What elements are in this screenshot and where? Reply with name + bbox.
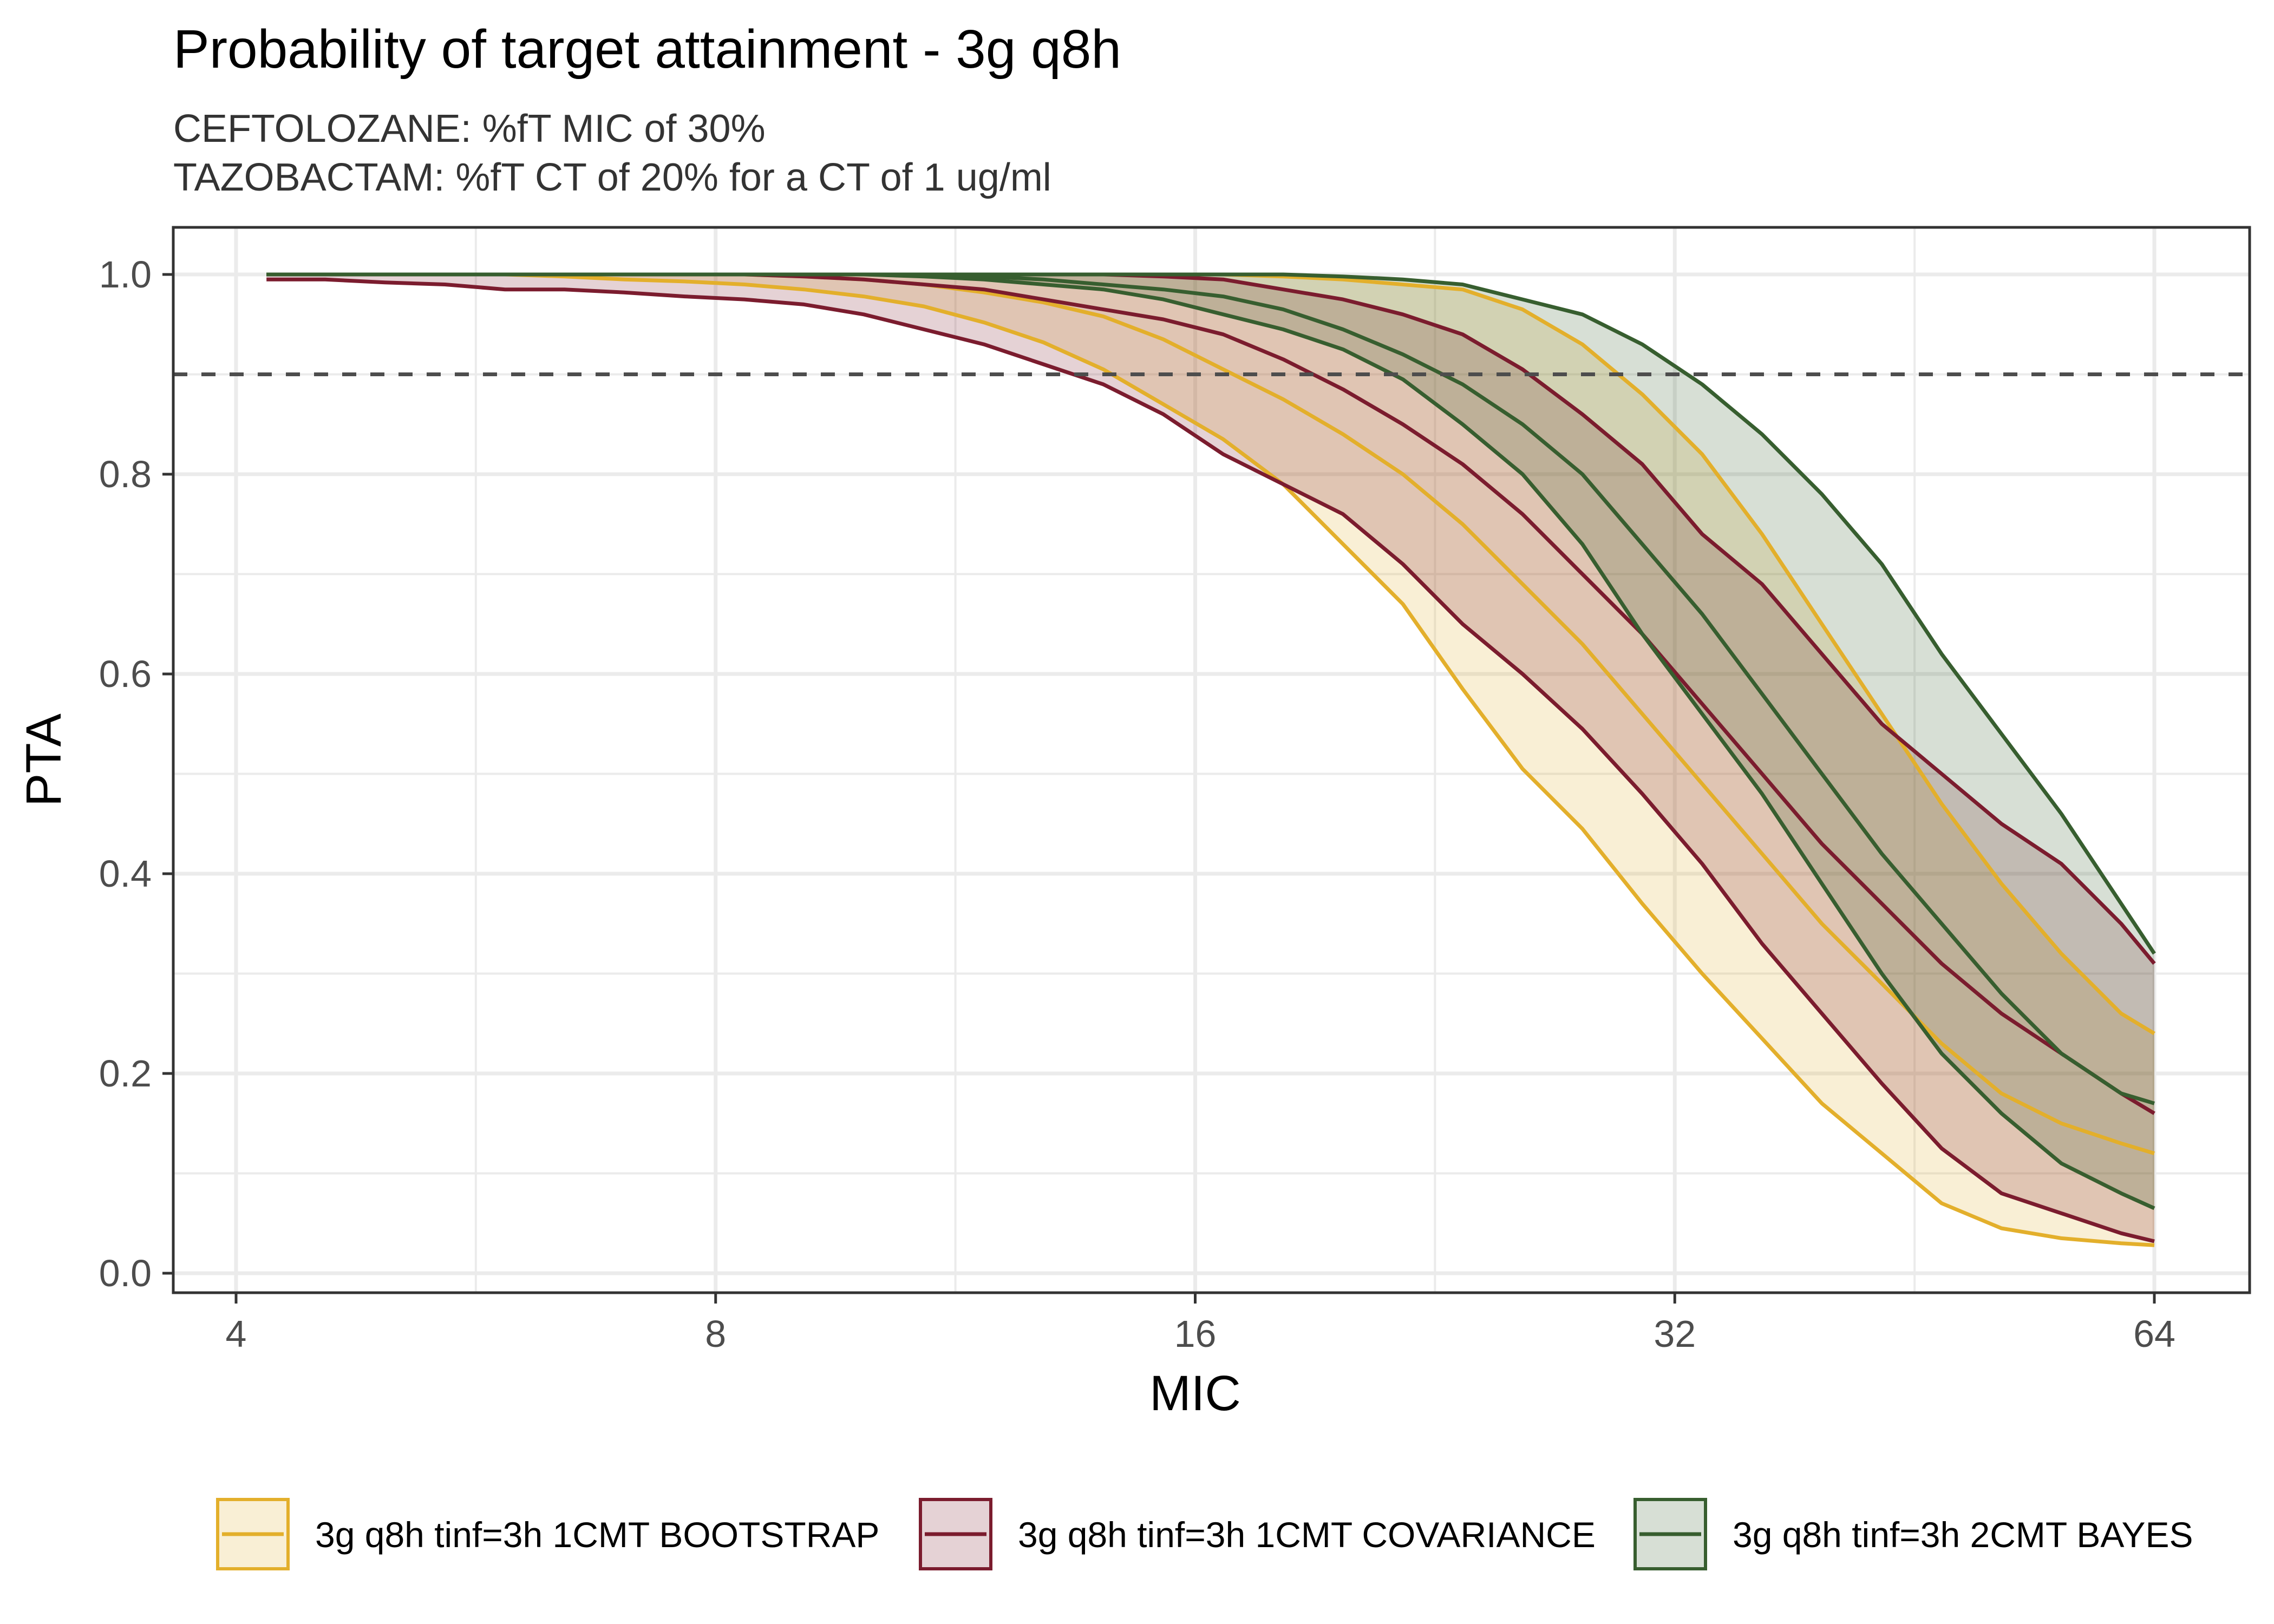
legend-item-3: 3g q8h tinf=3h 2CMT BAYES <box>1633 1498 2193 1570</box>
chart-subtitle-line-1: CEFTOLOZANE: %fT MIC of 30% <box>173 107 766 150</box>
y-tick-label: 1.0 <box>99 253 152 296</box>
y-tick-label: 0.6 <box>99 653 152 695</box>
ribbon-series-3 <box>266 274 2155 1209</box>
y-tick-label: 0.2 <box>99 1052 152 1095</box>
ribbon-series-2 <box>266 274 2155 1241</box>
y-tick-label: 0.0 <box>99 1252 152 1294</box>
legend-label: 3g q8h tinf=3h 1CMT BOOTSTRAP <box>315 1515 879 1555</box>
chart-title: Probability of target attainment - 3g q8… <box>173 19 1121 80</box>
legend-label: 3g q8h tinf=3h 1CMT COVARIANCE <box>1018 1515 1596 1555</box>
x-tick-label: 4 <box>226 1313 247 1355</box>
x-tick-label: 64 <box>2133 1313 2175 1355</box>
chart-subtitle-line-2: TAZOBACTAM: %fT CT of 20% for a CT of 1 … <box>173 156 1051 199</box>
line-series-3-upper <box>266 272 2156 955</box>
y-axis-title: PTA <box>16 713 71 807</box>
line-series-2-lower <box>266 277 2155 1243</box>
x-axis-title: MIC <box>1149 1366 1241 1421</box>
ribbon-layer <box>266 274 2155 1246</box>
x-tick-label: 8 <box>705 1313 726 1355</box>
legend-item-1: 3g q8h tinf=3h 1CMT BOOTSTRAP <box>216 1498 879 1570</box>
legend-label: 3g q8h tinf=3h 2CMT BAYES <box>1733 1515 2193 1555</box>
ribbon-series-1 <box>266 274 2155 1246</box>
grid-lines <box>173 227 2250 1293</box>
legend-item-2: 3g q8h tinf=3h 1CMT COVARIANCE <box>919 1498 1596 1570</box>
y-tick-label: 0.4 <box>99 853 152 895</box>
axes: 0.0 0.2 0.4 0.6 0.8 1.0 4 8 16 32 64 <box>99 253 2175 1355</box>
line-series-1-lower <box>266 272 2155 1247</box>
x-tick-label: 32 <box>1654 1313 1696 1355</box>
plot-panel-border <box>172 226 2251 1294</box>
legend: 3g q8h tinf=3h 1CMT BOOTSTRAP 3g q8h tinf… <box>216 1498 2193 1570</box>
line-layer <box>266 272 2156 1247</box>
y-tick-label: 0.8 <box>99 453 152 495</box>
x-tick-label: 16 <box>1174 1313 1217 1355</box>
